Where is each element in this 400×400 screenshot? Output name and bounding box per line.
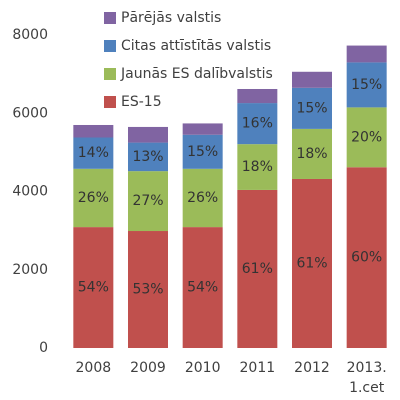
- bar-segment: [346, 167, 387, 348]
- legend-swatch: [104, 68, 116, 80]
- bar-segment: [128, 171, 168, 232]
- legend-swatch: [104, 12, 116, 24]
- data-label: 18%: [242, 159, 273, 175]
- data-label: 20%: [351, 129, 382, 145]
- bar-segment: [292, 71, 332, 88]
- x-tick-label: 2009: [130, 360, 166, 376]
- bar-segment: [346, 62, 387, 108]
- data-label: 15%: [187, 144, 218, 160]
- data-label: 13%: [132, 149, 163, 165]
- y-tick-label: 4000: [12, 184, 48, 200]
- bar-segment: [292, 128, 332, 179]
- data-label: 60%: [351, 250, 382, 266]
- data-label: 26%: [187, 190, 218, 206]
- legend-label: Citas attīstītās valstis: [121, 38, 271, 54]
- data-label: 14%: [78, 145, 109, 161]
- data-label: 18%: [296, 146, 327, 162]
- data-label: 27%: [132, 193, 163, 209]
- legend-label: Jaunās ES dalībvalstis: [120, 66, 273, 82]
- bar-segment: [292, 87, 332, 129]
- data-label: 53%: [132, 282, 163, 298]
- data-label: 16%: [242, 116, 273, 132]
- legend-label: Pārējās valstis: [121, 10, 221, 26]
- bar-segment: [182, 168, 223, 228]
- bar-segment: [182, 134, 223, 169]
- legend-label: ES-15: [121, 94, 162, 110]
- bar-segment: [73, 124, 114, 138]
- y-tick-label: 2000: [12, 262, 48, 278]
- data-label: 15%: [351, 77, 382, 93]
- x-tick-label: 2012: [294, 360, 330, 376]
- bar-segment: [73, 168, 114, 228]
- bar-segment: [346, 45, 387, 63]
- bar-segment: [73, 137, 114, 169]
- x-tick-label: 2008: [76, 360, 112, 376]
- x-tick-label: 2013. 1.cet: [347, 360, 387, 396]
- bar-segment: [73, 227, 114, 348]
- legend-swatch: [104, 96, 116, 108]
- data-label: 54%: [78, 280, 109, 296]
- y-tick-label: 8000: [12, 27, 48, 43]
- x-tick-label: 2011: [240, 360, 276, 376]
- y-tick-label: 0: [39, 340, 48, 356]
- bar-segment: [346, 107, 387, 168]
- bar-segment: [182, 227, 223, 348]
- bar-segment: [237, 88, 278, 104]
- bar-segment: [128, 231, 168, 348]
- bar-segment: [292, 178, 332, 348]
- bar-segment: [128, 142, 168, 172]
- data-label: 54%: [187, 280, 218, 296]
- data-label: 26%: [78, 190, 109, 206]
- y-tick-label: 6000: [12, 105, 48, 121]
- x-tick-label: 2010: [185, 360, 221, 376]
- data-label: 15%: [296, 100, 327, 116]
- data-label: 61%: [242, 261, 273, 277]
- data-label: 61%: [296, 255, 327, 271]
- bar-segment: [237, 189, 278, 348]
- bar-segment: [128, 126, 168, 143]
- legend-swatch: [104, 40, 116, 52]
- bar-segment: [237, 144, 278, 190]
- bar-segment: [182, 123, 223, 135]
- bar-segment: [237, 103, 278, 145]
